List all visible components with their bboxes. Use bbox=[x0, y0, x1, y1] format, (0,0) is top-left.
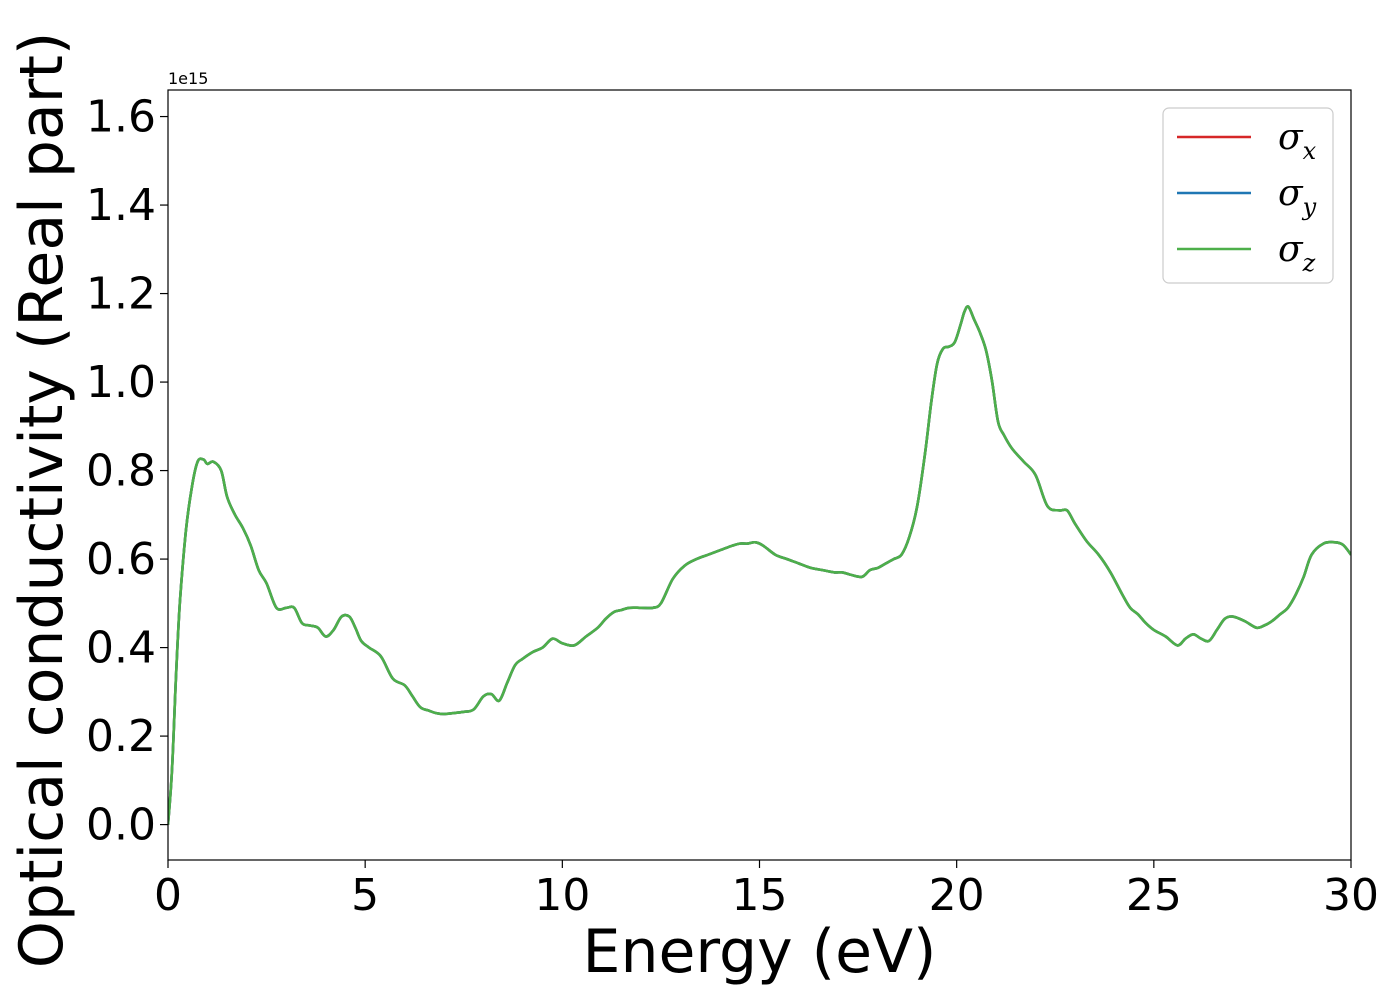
x-axis-label: Energy (eV) bbox=[583, 917, 937, 987]
series-line-2 bbox=[168, 305, 1351, 825]
series-line-3 bbox=[168, 305, 1351, 825]
legend-label: σz bbox=[1278, 229, 1316, 277]
y-tick-label: 0.0 bbox=[86, 800, 156, 851]
x-tick-label: 20 bbox=[929, 870, 985, 921]
y-tick-label: 1.0 bbox=[86, 357, 156, 408]
y-tick-label: 0.4 bbox=[86, 623, 156, 674]
legend-label: σx bbox=[1278, 117, 1317, 165]
legend: σx σy σz bbox=[1162, 107, 1334, 284]
x-tick-label: 5 bbox=[351, 870, 379, 921]
y-tick-label: 1.4 bbox=[86, 180, 156, 231]
x-tick-label: 15 bbox=[732, 870, 788, 921]
legend-label: σy bbox=[1278, 173, 1317, 221]
series-line-1 bbox=[168, 305, 1351, 825]
y-tick-label: 1.6 bbox=[86, 92, 156, 143]
x-tick-label: 30 bbox=[1323, 870, 1379, 921]
y-axis-ticks: 0.0 0.2 0.4 0.6 0.8 1.0 1.2 1.4 1.6 bbox=[86, 92, 168, 851]
y-tick-label: 0.2 bbox=[86, 711, 156, 762]
x-tick-label: 0 bbox=[154, 870, 182, 921]
y-tick-label: 0.8 bbox=[86, 446, 156, 497]
y-axis-label: Optical conductivity (Real part) bbox=[7, 32, 77, 969]
x-tick-label: 25 bbox=[1126, 870, 1182, 921]
y-tick-label: 1.2 bbox=[86, 269, 156, 320]
series-layer bbox=[168, 305, 1351, 825]
x-tick-label: 10 bbox=[534, 870, 590, 921]
legend-box bbox=[1162, 107, 1334, 284]
y-offset-text: 1e15 bbox=[168, 69, 208, 88]
x-axis-ticks: 0 5 10 15 20 25 30 bbox=[154, 860, 1379, 921]
y-tick-label: 0.6 bbox=[86, 534, 156, 585]
